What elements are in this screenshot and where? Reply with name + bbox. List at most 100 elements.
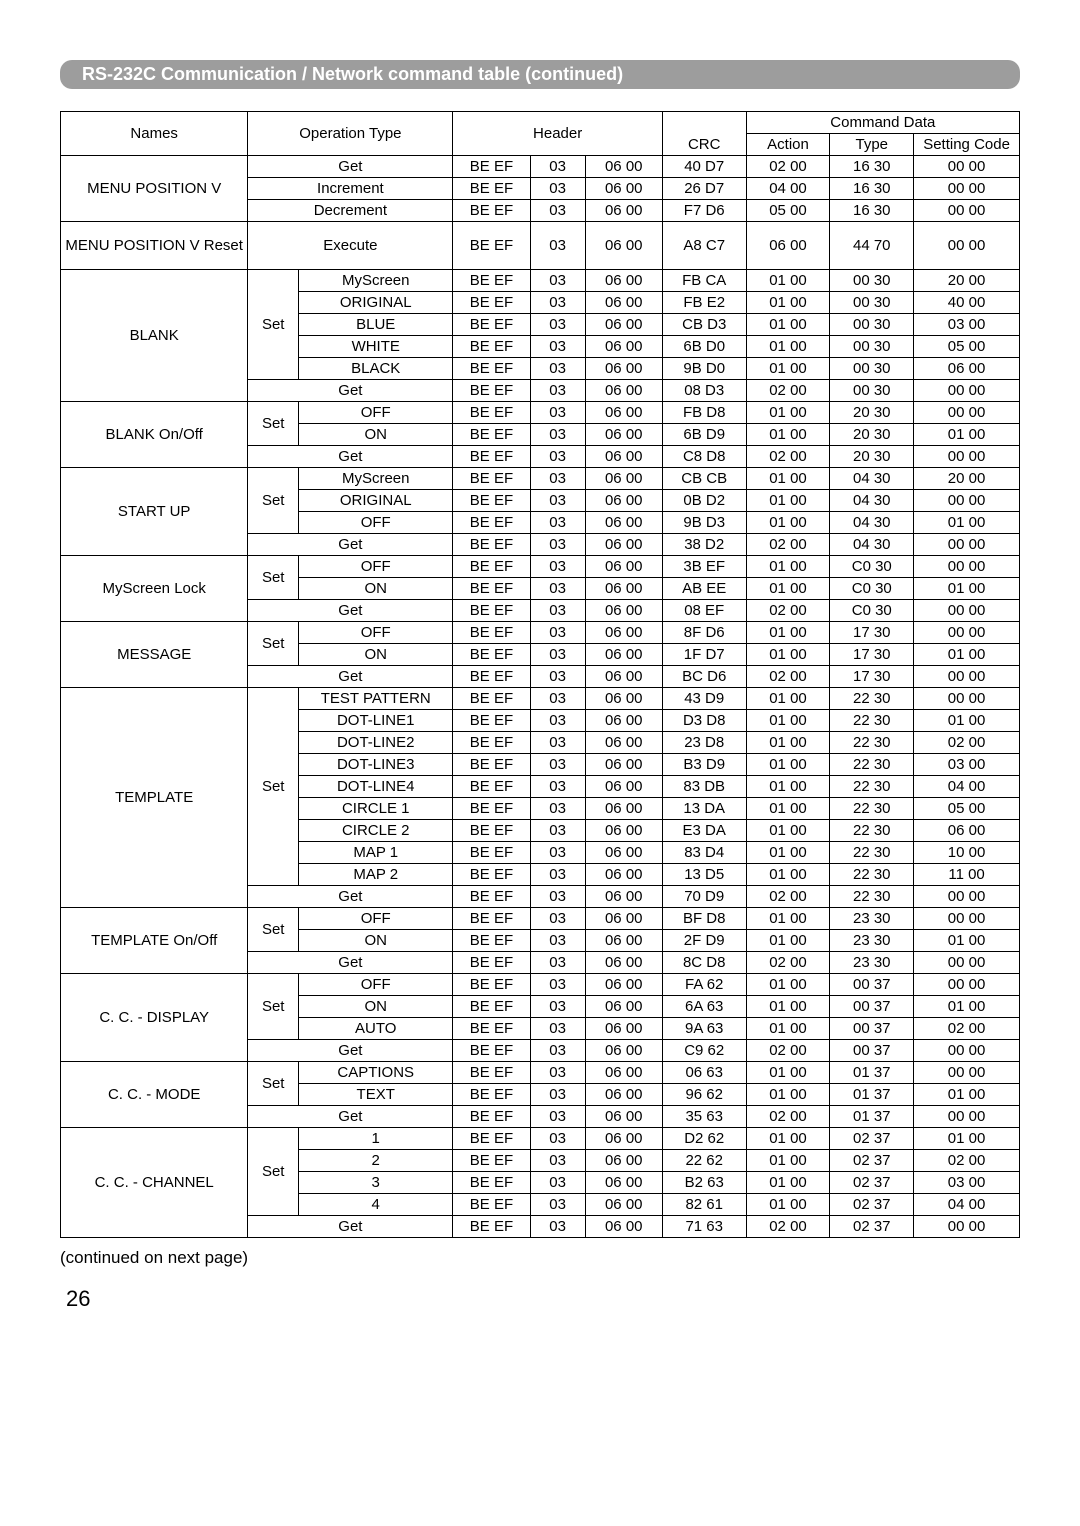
- action-cell: 01 00: [746, 512, 830, 534]
- crc-cell: 23 D8: [662, 732, 746, 754]
- hdr-cell: BE EF: [453, 270, 530, 292]
- setting-cell: 40 00: [914, 292, 1020, 314]
- table-row: START UPSetMyScreenBE EF0306 00CB CB01 0…: [61, 468, 1020, 490]
- page-title: RS-232C Communication / Network command …: [60, 60, 1020, 89]
- hdr-cell: 06 00: [585, 512, 662, 534]
- op-cell: TEXT: [299, 1084, 453, 1106]
- crc-cell: CB D3: [662, 314, 746, 336]
- setting-cell: 01 00: [914, 644, 1020, 666]
- action-cell: 01 00: [746, 336, 830, 358]
- hdr-cell: 06 00: [585, 358, 662, 380]
- hdr-cell: 03: [530, 1150, 585, 1172]
- hdr-cell: 06 00: [585, 402, 662, 424]
- hdr-cell: 03: [530, 402, 585, 424]
- hdr-cell: 06 00: [585, 292, 662, 314]
- hdr-cell: 03: [530, 556, 585, 578]
- type-cell: C0 30: [830, 600, 914, 622]
- crc-cell: 06 63: [662, 1062, 746, 1084]
- hdr-cell: 06 00: [585, 490, 662, 512]
- crc-cell: 8C D8: [662, 952, 746, 974]
- setting-cell: 00 00: [914, 446, 1020, 468]
- hdr-cell: BE EF: [453, 336, 530, 358]
- hdr-cell: 06 00: [585, 314, 662, 336]
- setting-cell: 00 00: [914, 666, 1020, 688]
- hdr-cell: 03: [530, 864, 585, 886]
- op-cell: Get: [248, 600, 453, 622]
- op-cell: 3: [299, 1172, 453, 1194]
- op-cell: MAP 1: [299, 842, 453, 864]
- type-cell: 22 30: [830, 864, 914, 886]
- crc-cell: 08 D3: [662, 380, 746, 402]
- row-name: TEMPLATE On/Off: [61, 908, 248, 974]
- hdr-cell: 06 00: [585, 776, 662, 798]
- op-cell: OFF: [299, 556, 453, 578]
- action-cell: 01 00: [746, 974, 830, 996]
- th-crc: CRC: [662, 134, 746, 156]
- hdr-cell: BE EF: [453, 1128, 530, 1150]
- crc-cell: 26 D7: [662, 178, 746, 200]
- crc-cell: AB EE: [662, 578, 746, 600]
- crc-cell: 3B EF: [662, 556, 746, 578]
- setting-cell: 00 00: [914, 556, 1020, 578]
- action-cell: 02 00: [746, 1040, 830, 1062]
- hdr-cell: BE EF: [453, 556, 530, 578]
- hdr-cell: 03: [530, 930, 585, 952]
- hdr-cell: 06 00: [585, 1150, 662, 1172]
- hdr-cell: BE EF: [453, 1150, 530, 1172]
- hdr-cell: 06 00: [585, 754, 662, 776]
- hdr-cell: BE EF: [453, 358, 530, 380]
- crc-cell: 83 DB: [662, 776, 746, 798]
- hdr-cell: BE EF: [453, 1018, 530, 1040]
- action-cell: 02 00: [746, 1106, 830, 1128]
- hdr-cell: 03: [530, 710, 585, 732]
- op-cell: ORIGINAL: [299, 292, 453, 314]
- crc-cell: 38 D2: [662, 534, 746, 556]
- type-cell: 00 37: [830, 1040, 914, 1062]
- crc-cell: FB E2: [662, 292, 746, 314]
- hdr-cell: BE EF: [453, 1172, 530, 1194]
- setting-cell: 00 00: [914, 1106, 1020, 1128]
- type-cell: 23 30: [830, 952, 914, 974]
- setting-cell: 01 00: [914, 930, 1020, 952]
- hdr-cell: BE EF: [453, 666, 530, 688]
- hdr-cell: BE EF: [453, 1040, 530, 1062]
- type-cell: 04 30: [830, 468, 914, 490]
- type-cell: 00 30: [830, 380, 914, 402]
- type-cell: C0 30: [830, 556, 914, 578]
- action-cell: 01 00: [746, 292, 830, 314]
- action-cell: 02 00: [746, 666, 830, 688]
- crc-cell: 43 D9: [662, 688, 746, 710]
- op-cell: WHITE: [299, 336, 453, 358]
- crc-cell: 83 D4: [662, 842, 746, 864]
- hdr-cell: 06 00: [585, 1216, 662, 1238]
- hdr-cell: BE EF: [453, 776, 530, 798]
- crc-cell: 71 63: [662, 1216, 746, 1238]
- hdr-cell: 03: [530, 424, 585, 446]
- hdr-cell: 06 00: [585, 820, 662, 842]
- hdr-cell: 03: [530, 314, 585, 336]
- setting-cell: 00 00: [914, 534, 1020, 556]
- type-cell: 00 30: [830, 336, 914, 358]
- action-cell: 01 00: [746, 798, 830, 820]
- action-cell: 01 00: [746, 424, 830, 446]
- setting-cell: 10 00: [914, 842, 1020, 864]
- type-cell: 23 30: [830, 930, 914, 952]
- type-cell: 04 30: [830, 490, 914, 512]
- hdr-cell: BE EF: [453, 996, 530, 1018]
- op-cell: ON: [299, 644, 453, 666]
- action-cell: 01 00: [746, 402, 830, 424]
- type-cell: 01 37: [830, 1106, 914, 1128]
- action-cell: 04 00: [746, 178, 830, 200]
- hdr-cell: 03: [530, 666, 585, 688]
- setting-cell: 00 00: [914, 200, 1020, 222]
- action-cell: 01 00: [746, 644, 830, 666]
- crc-cell: FA 62: [662, 974, 746, 996]
- hdr-cell: BE EF: [453, 622, 530, 644]
- hdr-cell: BE EF: [453, 156, 530, 178]
- crc-cell: 9B D0: [662, 358, 746, 380]
- type-cell: 00 37: [830, 1018, 914, 1040]
- op-cell: ON: [299, 930, 453, 952]
- op-cell: DOT-LINE1: [299, 710, 453, 732]
- hdr-cell: 06 00: [585, 336, 662, 358]
- action-cell: 01 00: [746, 358, 830, 380]
